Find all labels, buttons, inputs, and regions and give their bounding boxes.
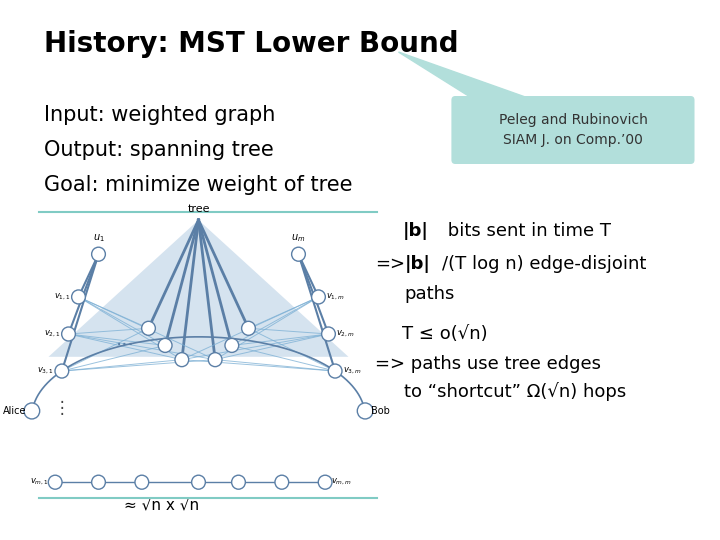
- Text: $v_{2,1}$: $v_{2,1}$: [44, 329, 60, 339]
- Circle shape: [91, 475, 105, 489]
- Text: $u_1$: $u_1$: [93, 232, 104, 244]
- Circle shape: [142, 321, 156, 335]
- Circle shape: [175, 353, 189, 367]
- Circle shape: [48, 475, 62, 489]
- Circle shape: [232, 475, 246, 489]
- Circle shape: [242, 321, 256, 335]
- Text: $v_{1,m}$: $v_{1,m}$: [326, 292, 346, 302]
- Text: $v_{2,m}$: $v_{2,m}$: [336, 329, 356, 339]
- Text: $v_{1,1}$: $v_{1,1}$: [54, 292, 71, 302]
- Text: Goal: minimize weight of tree: Goal: minimize weight of tree: [44, 175, 352, 195]
- Circle shape: [208, 353, 222, 367]
- Circle shape: [135, 475, 149, 489]
- Circle shape: [72, 290, 86, 304]
- Text: to “shortcut” Ω(√n) hops: to “shortcut” Ω(√n) hops: [405, 382, 626, 401]
- Text: ...: ...: [116, 330, 135, 349]
- Text: tree: tree: [187, 204, 210, 214]
- Text: bits sent in time T: bits sent in time T: [441, 222, 611, 240]
- Text: $v_{m,m}$: $v_{m,m}$: [331, 477, 352, 487]
- FancyBboxPatch shape: [451, 96, 695, 164]
- Text: T ≤ o(√n): T ≤ o(√n): [402, 325, 488, 343]
- Text: $v_{m,1}$: $v_{m,1}$: [30, 477, 49, 487]
- Text: $v_{3,1}$: $v_{3,1}$: [37, 366, 54, 376]
- Text: History: MST Lower Bound: History: MST Lower Bound: [44, 30, 458, 58]
- Text: => paths use tree edges: => paths use tree edges: [375, 355, 601, 373]
- Circle shape: [312, 290, 325, 304]
- Circle shape: [62, 327, 76, 341]
- Text: $v_{3,m}$: $v_{3,m}$: [343, 366, 362, 376]
- Text: /(T log n) edge-disjoint: /(T log n) edge-disjoint: [441, 255, 646, 273]
- Circle shape: [192, 475, 205, 489]
- Circle shape: [91, 247, 105, 261]
- Circle shape: [225, 339, 239, 353]
- Polygon shape: [398, 52, 534, 100]
- Circle shape: [292, 247, 305, 261]
- Polygon shape: [48, 220, 348, 357]
- Text: ⋮: ⋮: [53, 399, 70, 417]
- Text: Bob: Bob: [371, 406, 390, 416]
- Circle shape: [328, 364, 342, 378]
- Circle shape: [322, 327, 336, 341]
- Text: $u_m$: $u_m$: [292, 232, 305, 244]
- Circle shape: [158, 339, 172, 353]
- Circle shape: [357, 403, 373, 419]
- Text: Alice: Alice: [2, 406, 26, 416]
- Text: |b|: |b|: [405, 255, 431, 273]
- Text: =>: =>: [375, 255, 405, 273]
- Text: Input: weighted graph: Input: weighted graph: [44, 105, 275, 125]
- Text: paths: paths: [405, 285, 455, 303]
- Text: |b|: |b|: [402, 222, 428, 240]
- Text: Peleg and Rubinovich
SIAM J. on Comp.’00: Peleg and Rubinovich SIAM J. on Comp.’00: [498, 113, 647, 147]
- Circle shape: [275, 475, 289, 489]
- Text: ≈ √n x √n: ≈ √n x √n: [124, 497, 199, 512]
- Circle shape: [24, 403, 40, 419]
- Circle shape: [55, 364, 68, 378]
- Text: Output: spanning tree: Output: spanning tree: [44, 140, 274, 160]
- Circle shape: [318, 475, 332, 489]
